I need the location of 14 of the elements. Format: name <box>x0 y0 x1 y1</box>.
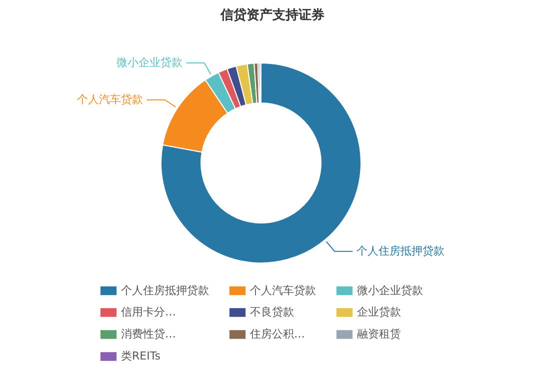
legend-label: 微小企业贷款 <box>357 284 423 297</box>
legend-label: 类REITs <box>121 350 161 362</box>
legend-label: 不良贷款 <box>250 306 294 318</box>
legend-label: 住房公积… <box>250 328 305 340</box>
slice-label: 微小企业贷款 <box>116 56 182 69</box>
slice-label: 个人汽车贷款 <box>76 92 143 106</box>
legend-label: 个人汽车贷款 <box>250 284 316 297</box>
legend-label: 信用卡分… <box>121 306 176 318</box>
legend-label: 消费性贷… <box>121 328 176 340</box>
category-label: 个人住房抵押贷款 <box>121 284 209 297</box>
legend-label: 融资租赁 <box>357 328 401 340</box>
legend-label: 企业贷款 <box>357 306 401 318</box>
legend-label: 个人住房抵押贷款 <box>356 244 445 258</box>
chart-title: 信贷资产支持证券 <box>220 7 324 23</box>
